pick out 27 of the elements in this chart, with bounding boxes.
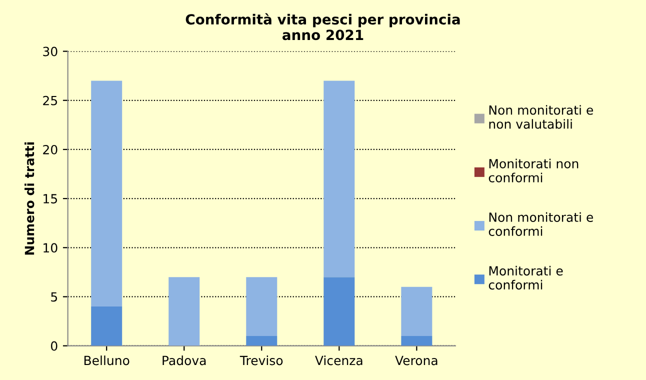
legend-label: Non monitorati e conformi	[488, 212, 594, 236]
bar	[324, 80, 355, 278]
x-tick-label: Vicenza	[315, 356, 362, 366]
bar	[246, 277, 278, 336]
bar	[168, 277, 200, 346]
chart-title: Conformità vita pesci per provincia anno 2021	[186, 13, 460, 40]
y-tick-label: 25	[43, 96, 58, 106]
bar	[91, 306, 122, 346]
bar	[91, 80, 122, 307]
legend-label: Non monitorati e non valutabili	[489, 105, 594, 129]
bar	[401, 286, 432, 336]
bar	[246, 336, 278, 346]
x-tick-label: Padova	[162, 356, 206, 366]
y-tick-label: 30	[43, 46, 58, 56]
y-tick-label: 5	[51, 292, 58, 302]
y-tick-label: 10	[44, 243, 58, 253]
x-tick-label: Treviso	[240, 356, 283, 366]
y-tick-label: 0	[50, 341, 58, 351]
x-tick-label: Verona	[395, 356, 438, 366]
legend-label: Monitorati non conformi	[488, 158, 578, 182]
bar	[324, 277, 355, 346]
y-axis-title: Numero di tratti	[24, 142, 34, 255]
y-tick-label: 15	[44, 194, 58, 204]
legend-label: Monitorati e conformi	[488, 266, 563, 290]
bar	[401, 336, 432, 346]
x-tick-label: Belluno	[84, 356, 130, 366]
y-tick-label: 20	[43, 144, 58, 154]
